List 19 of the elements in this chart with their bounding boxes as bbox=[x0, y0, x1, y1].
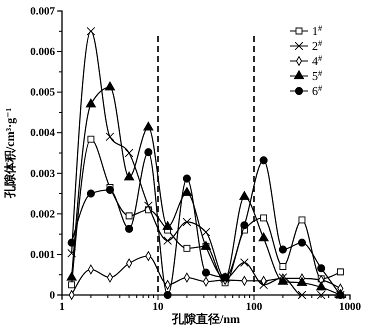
legend-label: 2$^{#}$ bbox=[312, 38, 323, 53]
legend-label: 5$^{#}$ bbox=[312, 68, 323, 83]
y-tick-label: 0.006 bbox=[30, 46, 56, 58]
legend-label: 4$^{#}$ bbox=[312, 54, 323, 68]
y-tick-label: 0.002 bbox=[30, 208, 56, 220]
x-tick-label: 10 bbox=[152, 300, 164, 313]
y-axis-title: 孔隙体积/cm³·g⁻¹ bbox=[3, 108, 17, 200]
legend-label: 6$^{#}$ bbox=[312, 84, 323, 98]
y-tick-label: 0.007 bbox=[30, 6, 56, 18]
x-tick-label: 1 bbox=[59, 300, 65, 313]
legend-label: 1$^{#}$ bbox=[312, 24, 323, 38]
y-tick-label: 0.005 bbox=[30, 86, 56, 99]
y-tick-label: 0.004 bbox=[30, 127, 56, 140]
x-tick-label: 100 bbox=[246, 300, 263, 313]
y-tick-label: 0.001 bbox=[30, 248, 55, 261]
x-axis-title: 孔隙直径/nm bbox=[170, 312, 240, 326]
x-tick-label: 1000 bbox=[339, 300, 362, 313]
y-tick-label: 0 bbox=[50, 290, 56, 302]
y-tick-label: 0.003 bbox=[30, 168, 56, 180]
